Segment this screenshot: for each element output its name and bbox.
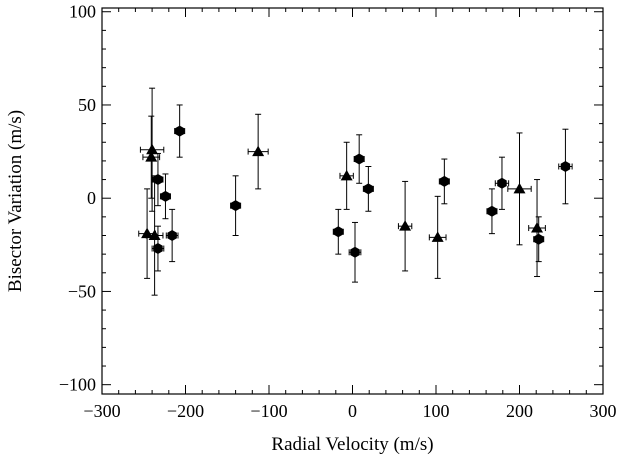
hexagon-marker <box>487 205 497 217</box>
y-tick-label: 100 <box>69 2 96 22</box>
hexagon-data-point <box>174 104 186 158</box>
hexagon-marker <box>533 233 544 245</box>
hexagon-marker <box>153 243 163 255</box>
triangle-data-point <box>339 141 354 210</box>
x-tick-label: −100 <box>250 401 287 421</box>
hexagon-data-point <box>230 175 242 236</box>
hexagon-data-point <box>165 208 179 263</box>
data-points <box>138 87 573 296</box>
hexagon-data-point <box>486 188 498 235</box>
x-tick-label: 100 <box>423 401 450 421</box>
y-tick-label: 50 <box>78 95 96 115</box>
hexagon-data-point <box>362 166 374 212</box>
hexagon-marker <box>497 177 507 189</box>
hexagon-marker <box>439 175 450 187</box>
triangle-data-point <box>142 115 161 199</box>
y-tick-label: −50 <box>68 281 96 301</box>
x-axis-title: Radial Velocity (m/s) <box>271 434 433 455</box>
y-axis-title: Bisector Variation (m/s) <box>5 110 26 292</box>
hexagon-marker <box>350 246 360 258</box>
plot-frame <box>101 7 604 395</box>
hexagon-marker <box>160 190 171 202</box>
hexagon-marker <box>230 200 241 212</box>
hexagon-marker <box>153 174 163 186</box>
triangle-data-point <box>145 175 164 296</box>
triangle-marker <box>340 169 353 181</box>
triangle-marker <box>146 143 159 155</box>
triangle-data-point <box>528 179 546 278</box>
hexagon-marker <box>560 161 571 172</box>
triangle-marker <box>145 151 158 162</box>
x-tick-label: −200 <box>167 401 204 421</box>
hexagon-data-point <box>151 225 165 272</box>
hexagon-data-point <box>152 152 164 207</box>
triangle-data-point <box>428 195 447 279</box>
hexagon-marker <box>363 183 374 195</box>
triangle-marker <box>148 229 161 240</box>
hexagon-data-point <box>353 134 365 184</box>
triangle-marker <box>399 220 412 231</box>
triangle-marker <box>252 145 265 157</box>
x-tick-label: 300 <box>590 401 617 421</box>
triangle-marker <box>431 231 444 242</box>
hexagon-marker <box>174 125 185 137</box>
y-tick-label: −100 <box>59 375 96 395</box>
x-tick-label: −300 <box>83 401 120 421</box>
hexagon-marker <box>333 226 344 238</box>
hexagon-data-point <box>348 221 362 283</box>
x-tick-label: 0 <box>348 401 357 421</box>
x-tick-labels: −300 −200 −100 0 100 200 300 <box>83 401 616 421</box>
hexagon-data-point <box>438 158 450 205</box>
hexagon-data-point <box>494 156 510 210</box>
hexagon-data-point <box>558 128 573 205</box>
triangle-marker <box>531 222 544 233</box>
triangle-marker <box>513 182 526 194</box>
hexagon-marker <box>354 153 364 165</box>
hexagon-data-point <box>159 173 171 220</box>
y-tick-label: 0 <box>87 188 96 208</box>
x-tick-label: 200 <box>506 401 533 421</box>
y-tick-labels: −100 −50 0 50 100 <box>59 2 96 395</box>
axis-ticks <box>101 8 604 394</box>
triangle-data-point <box>139 87 165 212</box>
triangle-data-point <box>247 113 269 190</box>
triangle-data-point <box>507 132 532 246</box>
hexagon-marker <box>167 230 177 241</box>
hexagon-data-point <box>332 208 344 255</box>
hexagon-data-point <box>533 216 545 263</box>
triangle-data-point <box>397 180 413 272</box>
